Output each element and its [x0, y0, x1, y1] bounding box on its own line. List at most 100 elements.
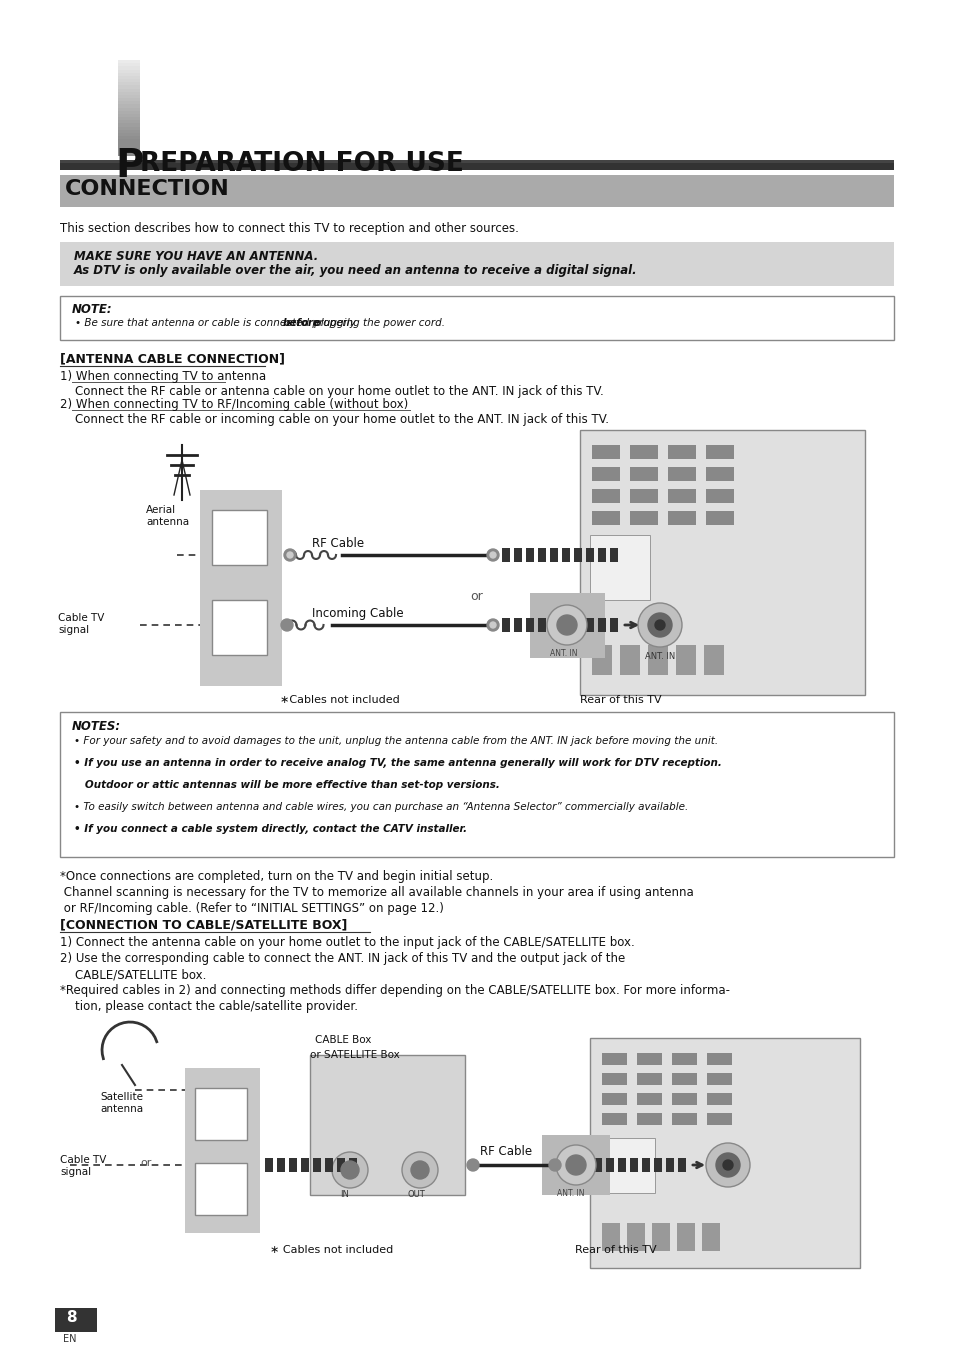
- Bar: [676, 644, 696, 676]
- Bar: [598, 617, 605, 632]
- Text: Satellite
antenna: Satellite antenna: [100, 1092, 143, 1115]
- Bar: [594, 1158, 601, 1173]
- Bar: [336, 1158, 345, 1173]
- Bar: [637, 1113, 661, 1125]
- Bar: [651, 1223, 669, 1251]
- Bar: [601, 1073, 626, 1085]
- Text: Cable TV
signal: Cable TV signal: [58, 613, 104, 635]
- Bar: [671, 1113, 697, 1125]
- Bar: [194, 1163, 247, 1215]
- Circle shape: [467, 1159, 478, 1171]
- Bar: [310, 1055, 464, 1196]
- Text: *Once connections are completed, turn on the TV and begin initial setup.: *Once connections are completed, turn on…: [60, 870, 493, 884]
- Bar: [118, 101, 140, 105]
- Text: [ANTENNA CABLE CONNECTION]: [ANTENNA CABLE CONNECTION]: [60, 353, 285, 365]
- Bar: [118, 120, 140, 124]
- Circle shape: [332, 1152, 368, 1188]
- Bar: [60, 159, 893, 165]
- Bar: [118, 69, 140, 74]
- Bar: [118, 111, 140, 115]
- Bar: [654, 1158, 661, 1173]
- Bar: [118, 78, 140, 84]
- Bar: [601, 1223, 619, 1251]
- Bar: [637, 1093, 661, 1105]
- Bar: [609, 617, 618, 632]
- Bar: [530, 593, 604, 658]
- Bar: [671, 1073, 697, 1085]
- Circle shape: [655, 620, 664, 630]
- Text: NOTE:: NOTE:: [71, 303, 112, 316]
- Bar: [609, 549, 618, 562]
- Bar: [118, 142, 140, 146]
- Bar: [618, 1158, 625, 1173]
- Text: or: or: [470, 590, 482, 603]
- Text: Rear of this TV: Rear of this TV: [579, 694, 661, 705]
- Text: plugging the power cord.: plugging the power cord.: [311, 317, 444, 328]
- Text: 1) When connecting TV to antenna: 1) When connecting TV to antenna: [60, 370, 266, 382]
- Bar: [301, 1158, 309, 1173]
- Bar: [619, 644, 639, 676]
- Circle shape: [490, 553, 496, 558]
- Bar: [118, 89, 140, 93]
- Bar: [537, 617, 545, 632]
- Circle shape: [565, 1155, 585, 1175]
- Text: This section describes how to connect this TV to reception and other sources.: This section describes how to connect th…: [60, 222, 518, 235]
- Bar: [601, 1113, 626, 1125]
- Text: ANT. IN: ANT. IN: [550, 648, 577, 658]
- Bar: [118, 66, 140, 70]
- Bar: [561, 617, 569, 632]
- Bar: [667, 489, 696, 503]
- Bar: [325, 1158, 333, 1173]
- Bar: [313, 1158, 320, 1173]
- Bar: [599, 1138, 655, 1193]
- Circle shape: [548, 1159, 560, 1171]
- Bar: [60, 296, 893, 340]
- Bar: [592, 467, 619, 481]
- Text: [CONNECTION TO CABLE/SATELLITE BOX]: [CONNECTION TO CABLE/SATELLITE BOX]: [60, 917, 347, 931]
- Bar: [574, 617, 581, 632]
- Circle shape: [705, 1143, 749, 1188]
- Bar: [647, 644, 667, 676]
- Bar: [541, 1135, 609, 1196]
- Text: ANT. IN: ANT. IN: [557, 1189, 584, 1198]
- Bar: [118, 130, 140, 134]
- Bar: [212, 600, 267, 655]
- Text: CONNECTION: CONNECTION: [65, 178, 230, 199]
- Text: or: or: [140, 1158, 152, 1169]
- Bar: [599, 1138, 655, 1193]
- Bar: [665, 1158, 673, 1173]
- Text: CABLE Box: CABLE Box: [314, 1035, 371, 1046]
- Bar: [706, 1052, 731, 1065]
- Bar: [629, 489, 658, 503]
- Bar: [581, 1158, 589, 1173]
- Bar: [289, 1158, 296, 1173]
- Bar: [585, 549, 594, 562]
- Circle shape: [556, 1146, 596, 1185]
- Text: or SATELLITE Box: or SATELLITE Box: [310, 1050, 399, 1061]
- Circle shape: [557, 615, 577, 635]
- Bar: [629, 444, 658, 459]
- Bar: [185, 1069, 260, 1233]
- Bar: [701, 1223, 720, 1251]
- Bar: [706, 1113, 731, 1125]
- Text: RF Cable: RF Cable: [479, 1146, 532, 1158]
- Bar: [537, 549, 545, 562]
- Bar: [592, 511, 619, 526]
- Bar: [626, 1223, 644, 1251]
- Bar: [667, 467, 696, 481]
- Bar: [589, 535, 649, 600]
- Bar: [705, 444, 733, 459]
- Circle shape: [486, 619, 498, 631]
- Bar: [118, 99, 140, 103]
- Bar: [514, 617, 521, 632]
- Bar: [194, 1088, 247, 1140]
- Bar: [349, 1158, 356, 1173]
- Bar: [265, 1158, 273, 1173]
- Bar: [118, 113, 140, 118]
- Text: Cable TV
signal: Cable TV signal: [60, 1155, 107, 1178]
- Bar: [703, 644, 723, 676]
- Text: Rear of this TV: Rear of this TV: [575, 1246, 656, 1255]
- Bar: [212, 509, 267, 565]
- Bar: [706, 1093, 731, 1105]
- Text: 8: 8: [66, 1309, 76, 1324]
